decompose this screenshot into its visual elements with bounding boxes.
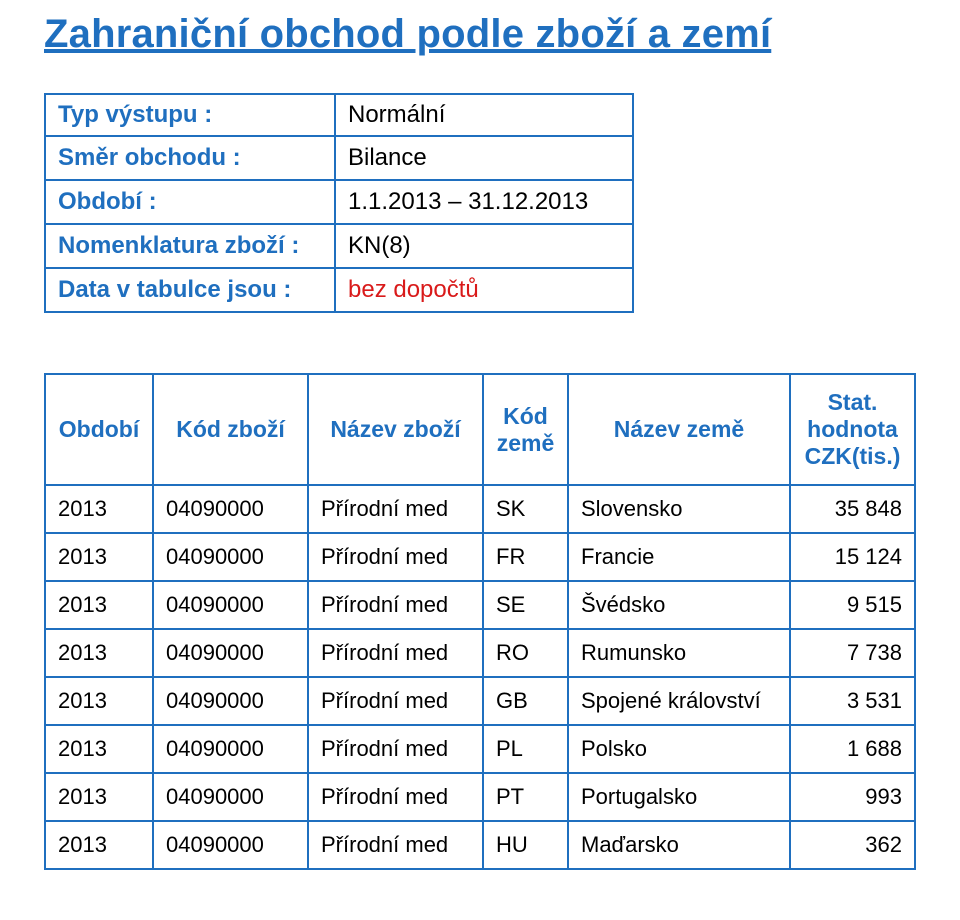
table-row: 201304090000Přírodní medRORumunsko7 738 xyxy=(44,630,916,678)
col-header-code: Kód zboží xyxy=(154,373,309,486)
cell-code: 04090000 xyxy=(154,630,309,678)
cell-country-name: Slovensko xyxy=(569,486,791,534)
meta-row: Směr obchodu :Bilance xyxy=(44,137,634,181)
table-row: 201304090000Přírodní medSEŠvédsko9 515 xyxy=(44,582,916,630)
col-header-name: Název zboží xyxy=(309,373,484,486)
table-row: 201304090000Přírodní medHUMaďarsko362 xyxy=(44,822,916,870)
cell-period: 2013 xyxy=(44,582,154,630)
cell-country-code: PL xyxy=(484,726,569,774)
cell-country-code: FR xyxy=(484,534,569,582)
table-row: 201304090000Přírodní medPLPolsko1 688 xyxy=(44,726,916,774)
cell-country-code: PT xyxy=(484,774,569,822)
cell-stat: 15 124 xyxy=(791,534,916,582)
table-header-row: Období Kód zboží Název zboží Kód země Ná… xyxy=(44,373,916,486)
cell-period: 2013 xyxy=(44,726,154,774)
cell-country-name: Portugalsko xyxy=(569,774,791,822)
meta-label: Směr obchodu : xyxy=(44,137,334,181)
cell-name: Přírodní med xyxy=(309,630,484,678)
cell-period: 2013 xyxy=(44,630,154,678)
meta-value: 1.1.2013 – 31.12.2013 xyxy=(334,181,634,225)
cell-name: Přírodní med xyxy=(309,582,484,630)
cell-code: 04090000 xyxy=(154,582,309,630)
cell-country-name: Maďarsko xyxy=(569,822,791,870)
data-table: Období Kód zboží Název zboží Kód země Ná… xyxy=(44,373,916,870)
cell-stat: 362 xyxy=(791,822,916,870)
cell-code: 04090000 xyxy=(154,822,309,870)
table-row: 201304090000Přírodní medPTPortugalsko993 xyxy=(44,774,916,822)
cell-period: 2013 xyxy=(44,678,154,726)
meta-label: Typ výstupu : xyxy=(44,93,334,137)
cell-stat: 7 738 xyxy=(791,630,916,678)
cell-name: Přírodní med xyxy=(309,726,484,774)
cell-code: 04090000 xyxy=(154,726,309,774)
table-row: 201304090000Přírodní medSKSlovensko35 84… xyxy=(44,486,916,534)
table-row: 201304090000Přírodní medFRFrancie15 124 xyxy=(44,534,916,582)
cell-period: 2013 xyxy=(44,534,154,582)
cell-name: Přírodní med xyxy=(309,534,484,582)
cell-country-code: GB xyxy=(484,678,569,726)
cell-stat: 9 515 xyxy=(791,582,916,630)
cell-name: Přírodní med xyxy=(309,678,484,726)
meta-value: KN(8) xyxy=(334,225,634,269)
col-header-period: Období xyxy=(44,373,154,486)
meta-label: Data v tabulce jsou : xyxy=(44,269,334,313)
cell-name: Přírodní med xyxy=(309,822,484,870)
meta-label: Nomenklatura zboží : xyxy=(44,225,334,269)
meta-row: Typ výstupu :Normální xyxy=(44,93,634,137)
col-header-stat: Stat. hodnota CZK(tis.) xyxy=(791,373,916,486)
meta-value: bez dopočtů xyxy=(334,269,634,313)
col-header-country-code: Kód země xyxy=(484,373,569,486)
cell-period: 2013 xyxy=(44,486,154,534)
cell-name: Přírodní med xyxy=(309,774,484,822)
cell-country-name: Francie xyxy=(569,534,791,582)
cell-stat: 3 531 xyxy=(791,678,916,726)
cell-stat: 1 688 xyxy=(791,726,916,774)
table-row: 201304090000Přírodní medGBSpojené králov… xyxy=(44,678,916,726)
cell-code: 04090000 xyxy=(154,486,309,534)
meta-value: Normální xyxy=(334,93,634,137)
cell-country-code: SK xyxy=(484,486,569,534)
cell-country-code: RO xyxy=(484,630,569,678)
cell-stat: 35 848 xyxy=(791,486,916,534)
cell-country-name: Švédsko xyxy=(569,582,791,630)
cell-code: 04090000 xyxy=(154,678,309,726)
cell-country-code: HU xyxy=(484,822,569,870)
cell-stat: 993 xyxy=(791,774,916,822)
cell-code: 04090000 xyxy=(154,534,309,582)
cell-period: 2013 xyxy=(44,822,154,870)
meta-label: Období : xyxy=(44,181,334,225)
meta-table: Typ výstupu :NormálníSměr obchodu :Bilan… xyxy=(44,93,634,313)
meta-row: Data v tabulce jsou :bez dopočtů xyxy=(44,269,634,313)
cell-code: 04090000 xyxy=(154,774,309,822)
cell-period: 2013 xyxy=(44,774,154,822)
cell-name: Přírodní med xyxy=(309,486,484,534)
meta-value: Bilance xyxy=(334,137,634,181)
cell-country-name: Rumunsko xyxy=(569,630,791,678)
meta-row: Nomenklatura zboží :KN(8) xyxy=(44,225,634,269)
meta-row: Období :1.1.2013 – 31.12.2013 xyxy=(44,181,634,225)
page-title: Zahraniční obchod podle zboží a zemí xyxy=(44,12,916,57)
cell-country-name: Spojené království xyxy=(569,678,791,726)
cell-country-code: SE xyxy=(484,582,569,630)
cell-country-name: Polsko xyxy=(569,726,791,774)
col-header-country-name: Název země xyxy=(569,373,791,486)
